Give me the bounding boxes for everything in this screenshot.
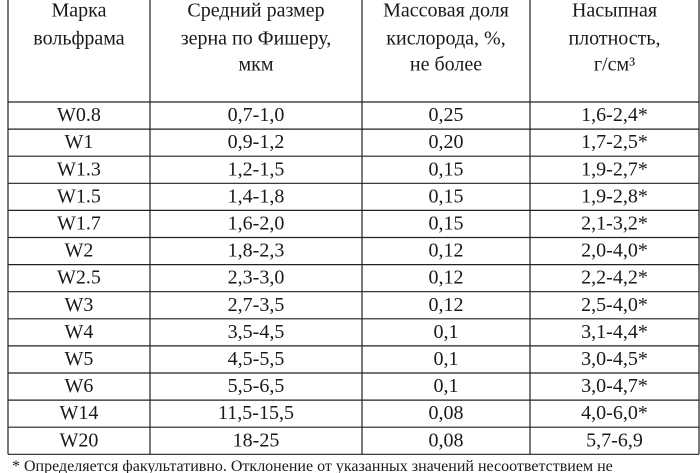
table-cell: 0,08 [429,429,464,451]
table-cell: 2,0-4,0* [581,240,648,262]
table-cell: 0,12 [429,240,464,262]
table-cell: 2,5-4,0* [581,294,648,316]
header-cell-text: кислорода, %, [386,28,505,50]
table-cell: 4,0-6,0* [581,402,648,424]
table-cell: 0,15 [429,213,464,235]
table-cell: W4 [65,321,94,343]
table-cell: W1.3 [57,158,101,180]
table-cell: 3,5-4,5 [228,321,285,343]
table-cell: 3,0-4,5* [581,348,648,370]
table-cell: 11,5-15,5 [218,402,294,424]
table-cell: W1.7 [57,213,101,235]
table-cell: 0,12 [429,267,464,289]
table-cell: W5 [65,348,94,370]
table-cell: 1,6-2,4* [581,104,648,126]
table-cell: 3,1-4,4* [581,321,648,343]
table-cell: 2,3-3,0 [228,267,285,289]
header-cell-text: зерна по Фишеру, [181,28,332,50]
table-cell: 0,25 [429,104,464,126]
table-cell: 0,08 [429,402,464,424]
table-cell: 1,8-2,3 [228,240,285,262]
table-cell: 2,2-4,2* [581,267,648,289]
table-cell: W1.5 [57,185,101,207]
table-cell: 0,15 [429,158,464,180]
header-cell-text: Насыпная [572,0,657,22]
header-cell-text: Марка [52,0,107,22]
table-cell: 4,5-5,5 [228,348,285,370]
table-cell: 0,12 [429,294,464,316]
table-cell: W14 [60,402,99,424]
table-cell: 2,1-3,2* [581,213,648,235]
table-cell: W0.8 [57,104,101,126]
table-cell: 2,7-3,5 [228,294,285,316]
table-cell: 5,7-6,9 [586,429,643,451]
footnote: * Определяется факультативно. Отклонение… [12,458,613,473]
table-cell: 1,7-2,5* [581,131,648,153]
table-cell: W1 [65,131,94,153]
header-cell-text: Средний размер [187,0,324,22]
table-cell: 0,7-1,0 [228,104,285,126]
table-cell: W2 [65,240,94,262]
table-cell: 0,15 [429,185,464,207]
header-cell-text: вольфрама [33,28,125,50]
header-cell-text: мкм [238,54,273,76]
header-cell-text: г/см³ [594,54,635,76]
table-cell: W3 [65,294,94,316]
header-cell-text: плотность, [568,28,660,50]
header-cell-text: Массовая доля [383,0,509,22]
header-cell-text: не более [410,54,482,76]
table-cell: W20 [60,429,99,451]
table-cell: 5,5-6,5 [228,375,285,397]
table-cell: 1,9-2,8* [581,185,648,207]
table-cell: 3,0-4,7* [581,375,648,397]
table-cell: W6 [65,375,94,397]
table-cell: 1,4-1,8 [228,185,285,207]
table-cell: 0,1 [434,375,459,397]
table-cell: 0,20 [429,131,464,153]
table-cell: W2.5 [57,267,101,289]
table-cell: 1,6-2,0 [228,213,285,235]
table-cell: 18-25 [233,429,280,451]
table-cell: 1,9-2,7* [581,158,648,180]
table-cell: 1,2-1,5 [228,158,285,180]
table-cell: 0,9-1,2 [228,131,285,153]
table-cell: 0,1 [434,321,459,343]
table-cell: 0,1 [434,348,459,370]
